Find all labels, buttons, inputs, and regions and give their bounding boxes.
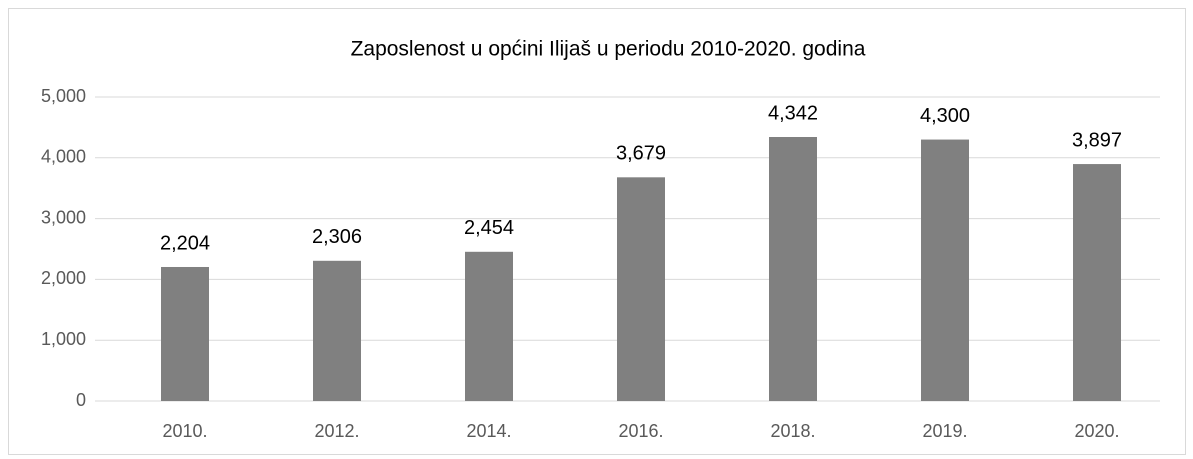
value-label: 3,897	[1072, 129, 1122, 151]
x-tick-label: 2020.	[1074, 421, 1119, 441]
y-tick-label: 2,000	[41, 268, 86, 288]
x-tick-label: 2014.	[466, 421, 511, 441]
bar	[769, 137, 817, 401]
bar	[313, 260, 361, 401]
y-tick-label: 5,000	[41, 86, 86, 106]
value-label: 2,204	[160, 232, 210, 254]
bar	[161, 266, 209, 401]
chart-title: Zaposlenost u općini Ilijaš u periodu 20…	[351, 38, 866, 61]
x-tick-label: 2010.	[162, 421, 207, 441]
x-tick-label: 2019.	[922, 421, 967, 441]
value-label: 4,300	[920, 105, 970, 127]
y-tick-label: 0	[76, 390, 86, 410]
y-tick-label: 4,000	[41, 147, 86, 167]
bar	[1073, 164, 1121, 401]
x-tick-label: 2018.	[770, 421, 815, 441]
value-label: 2,454	[464, 217, 514, 239]
y-tick-label: 3,000	[41, 207, 86, 227]
bar	[465, 251, 513, 401]
bar	[617, 177, 665, 401]
value-label: 3,679	[616, 143, 666, 165]
x-tick-label: 2012.	[314, 421, 359, 441]
y-tick-label: 1,000	[41, 329, 86, 349]
x-tick-label: 2016.	[618, 421, 663, 441]
bar	[921, 139, 969, 401]
value-label: 2,306	[312, 226, 362, 248]
value-label: 4,342	[768, 102, 818, 124]
